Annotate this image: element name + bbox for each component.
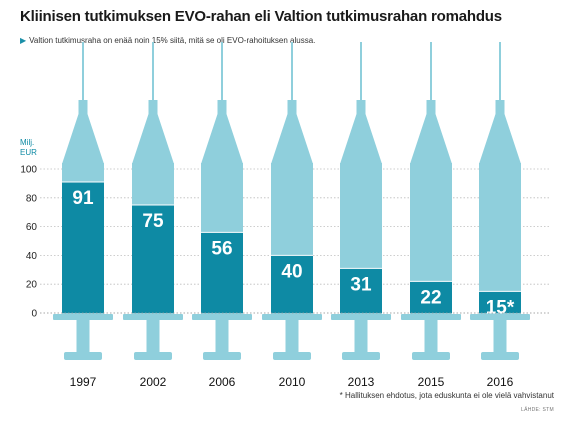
syringe-flange (470, 314, 530, 320)
syringe-plunger-rod (215, 320, 229, 354)
value-label: 22 (420, 287, 441, 308)
syringe-hub (148, 100, 158, 114)
y-tick-label: 20 (26, 280, 38, 291)
x-category-label: 2016 (487, 375, 514, 389)
syringe-hub (426, 100, 436, 114)
value-bar (201, 232, 243, 313)
syringe-hub (78, 100, 88, 114)
y-tick-label: 0 (31, 309, 37, 320)
syringe-plunger-thumb (203, 352, 241, 360)
x-category-label: 2002 (140, 375, 167, 389)
syringe-needle (221, 42, 223, 100)
syringe-hub (217, 100, 227, 114)
syringe-needle (82, 42, 84, 100)
syringe-flange (53, 314, 113, 320)
syringe-hub (356, 100, 366, 114)
value-label: 31 (350, 274, 372, 295)
syringe-barrel (479, 163, 521, 314)
syringe-needle (430, 42, 432, 100)
syringe-plunger-thumb (481, 352, 519, 360)
chart-subtitle: ▶ Valtion tutkimusraha on enää noin 15% s… (20, 36, 315, 45)
y-tick-label: 60 (26, 222, 38, 233)
syringe-plunger-rod (424, 320, 438, 354)
syringe-flange (331, 314, 391, 320)
source-label: LÄHDE: STM (520, 407, 554, 413)
y-tick-label: 80 (26, 193, 38, 204)
syringe-plunger-rod (285, 320, 299, 354)
y-tick-label: 40 (26, 251, 38, 262)
syringe-plunger-thumb (342, 352, 380, 360)
syringe-flange (192, 314, 252, 320)
x-category-label: 2015 (418, 375, 445, 389)
x-category-label: 1997 (70, 375, 97, 389)
value-label: 40 (281, 261, 302, 282)
value-label: 56 (211, 238, 232, 259)
subtitle-text: Valtion tutkimusraha on enää noin 15% si… (29, 36, 316, 45)
x-category-label: 2006 (209, 375, 236, 389)
syringe-plunger-thumb (64, 352, 102, 360)
syringe-hub (495, 100, 505, 114)
syringe-shoulder (271, 114, 313, 164)
chart-title: Kliinisen tutkimuksen EVO-rahan eli Valt… (20, 8, 502, 25)
value-label: 15* (486, 297, 515, 318)
syringe-plunger-rod (493, 320, 507, 354)
syringe-needle (291, 42, 293, 100)
value-bar (132, 205, 174, 313)
x-category-label: 2013 (348, 375, 375, 389)
syringe-shoulder (410, 114, 452, 164)
value-bar (410, 281, 452, 313)
value-bar (271, 255, 313, 313)
syringe-needle (360, 42, 362, 100)
y-axis-label-unit: EUR (20, 148, 37, 157)
syringe-plunger-thumb (273, 352, 311, 360)
syringe-shoulder (62, 114, 104, 164)
value-label: 75 (142, 211, 164, 232)
syringe-flange (262, 314, 322, 320)
syringe-shoulder (340, 114, 382, 164)
syringe-needle (499, 42, 501, 100)
footnote: * Hallituksen ehdotus, jota eduskunta ei… (339, 391, 554, 400)
syringe-plunger-rod (146, 320, 160, 354)
syringe-plunger-thumb (134, 352, 172, 360)
syringe-flange (123, 314, 183, 320)
value-label: 91 (72, 188, 94, 209)
value-bar (340, 268, 382, 313)
syringe-needle (152, 42, 154, 100)
syringe-shoulder (201, 114, 243, 164)
syringe-shoulder (132, 114, 174, 164)
syringe-plunger-rod (76, 320, 90, 354)
syringe-plunger-rod (354, 320, 368, 354)
syringe-plunger-thumb (412, 352, 450, 360)
value-bar (62, 181, 104, 313)
syringe-shoulder (479, 114, 521, 164)
triangle-bullet-icon: ▶ (20, 36, 27, 45)
y-axis-label: Milj. (20, 138, 34, 147)
x-category-label: 2010 (279, 375, 306, 389)
y-tick-label: 100 (20, 165, 37, 176)
value-bar (479, 291, 521, 313)
syringe-hub (287, 100, 297, 114)
syringe-flange (401, 314, 461, 320)
